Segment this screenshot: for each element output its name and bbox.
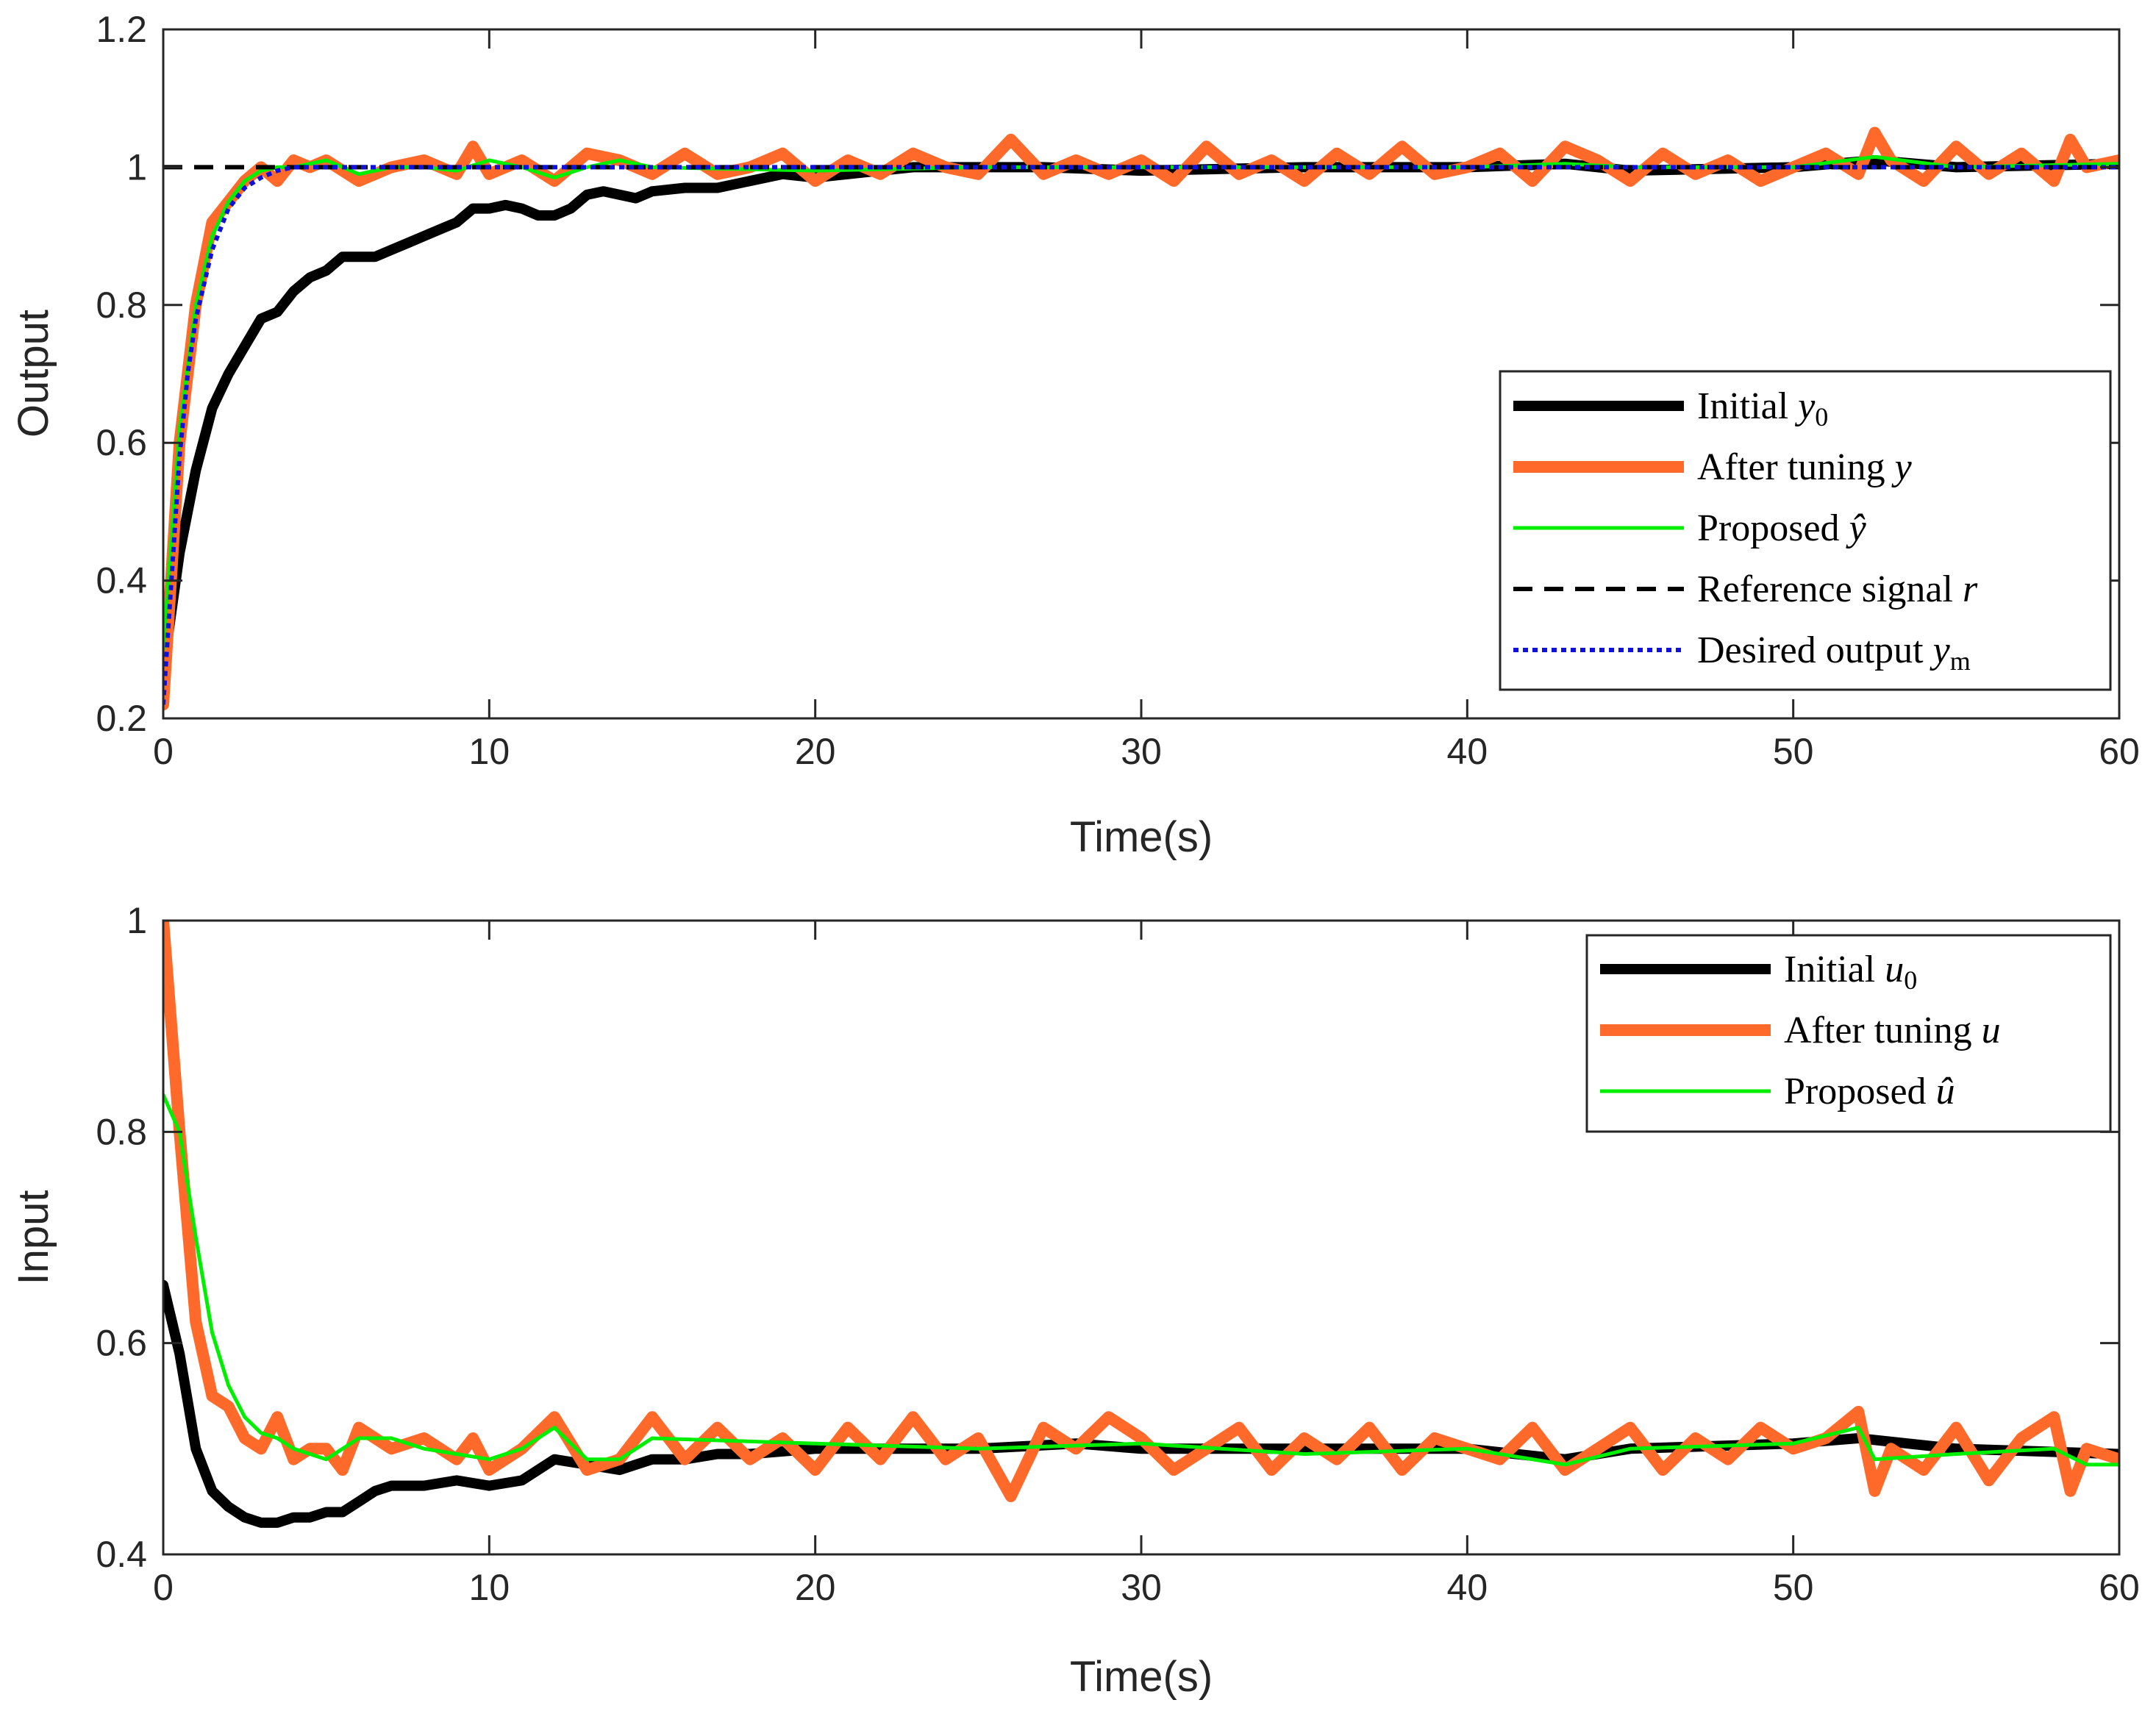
output-y-tick-label: 1.2 xyxy=(96,9,147,50)
input-y-tick-label: 1 xyxy=(126,900,147,941)
output-x-tick-label: 10 xyxy=(469,731,510,772)
output-legend-label-initial: Initial y0 xyxy=(1697,385,1828,432)
input-x-tick-label: 40 xyxy=(1447,1567,1488,1608)
output-legend: Initial y0 After tuning y Proposed ŷ Refere… xyxy=(1499,370,2112,691)
output-series xyxy=(163,126,2119,711)
output-legend-box xyxy=(1499,370,2112,691)
input-y-axis-label: Input xyxy=(10,1190,57,1285)
input-legend-label-tuned: After tuning u xyxy=(1784,1010,2001,1051)
input-y-tick-label: 0.8 xyxy=(96,1111,147,1152)
input-x-tick-label: 50 xyxy=(1773,1567,1814,1608)
output-x-tick-label: 0 xyxy=(153,731,174,772)
output-x-tick-label: 40 xyxy=(1447,731,1488,772)
input-x-tick-label: 10 xyxy=(469,1567,510,1608)
output-y-tick-label: 0.2 xyxy=(96,698,147,739)
input-series-proposed xyxy=(163,1093,2119,1467)
output-ticks: 0 10 20 30 40 50 60 0.2 0.4 0.6 0.8 1 1.2 xyxy=(96,9,2139,772)
output-x-axis-label: Time(s) xyxy=(1070,813,1213,861)
input-legend: Initial u0 After tuning u Proposed û xyxy=(1585,934,2112,1133)
output-legend-label-proposed: Proposed ŷ xyxy=(1697,507,1867,549)
output-series-tuned xyxy=(163,126,2119,711)
output-y-tick-label: 0.8 xyxy=(96,285,147,326)
input-y-tick-label: 0.4 xyxy=(96,1534,147,1575)
output-y-axis-label: Output xyxy=(10,310,57,437)
output-legend-label-desired: Desired output ym xyxy=(1697,629,1971,676)
input-ticks: 0 10 20 30 40 50 60 0.4 0.6 0.8 1 xyxy=(96,900,2139,1608)
output-y-tick-label: 0.6 xyxy=(96,422,147,463)
output-legend-label-tuned: After tuning y xyxy=(1697,446,1913,488)
input-x-tick-label: 30 xyxy=(1121,1567,1162,1608)
output-y-tick-label: 1 xyxy=(126,146,147,187)
input-x-tick-label: 20 xyxy=(795,1567,836,1608)
output-legend-label-reference: Reference signal r xyxy=(1697,568,1978,610)
output-x-tick-label: 30 xyxy=(1121,731,1162,772)
output-y-tick-label: 0.4 xyxy=(96,560,147,601)
input-x-tick-label: 0 xyxy=(153,1567,174,1608)
input-legend-label-initial: Initial u0 xyxy=(1784,949,1917,995)
output-x-tick-label: 50 xyxy=(1773,731,1814,772)
input-legend-label-proposed: Proposed û xyxy=(1784,1071,1955,1112)
output-x-tick-label: 20 xyxy=(795,731,836,772)
input-y-tick-label: 0.6 xyxy=(96,1323,147,1364)
output-x-tick-label: 60 xyxy=(2099,731,2140,772)
input-plot: 0 10 20 30 40 50 60 0.4 0.6 0.8 1 Time(s) Input In… xyxy=(10,900,2140,1701)
output-series-desired xyxy=(163,165,2119,705)
input-series xyxy=(163,921,2119,1528)
input-x-axis-label: Time(s) xyxy=(1070,1653,1213,1701)
input-x-tick-label: 60 xyxy=(2099,1567,2140,1608)
input-series-tuned xyxy=(163,921,2119,1502)
output-plot: 0 10 20 30 40 50 60 0.2 0.4 0.6 0.8 1 1.2 Time(s) Ou… xyxy=(10,9,2140,861)
